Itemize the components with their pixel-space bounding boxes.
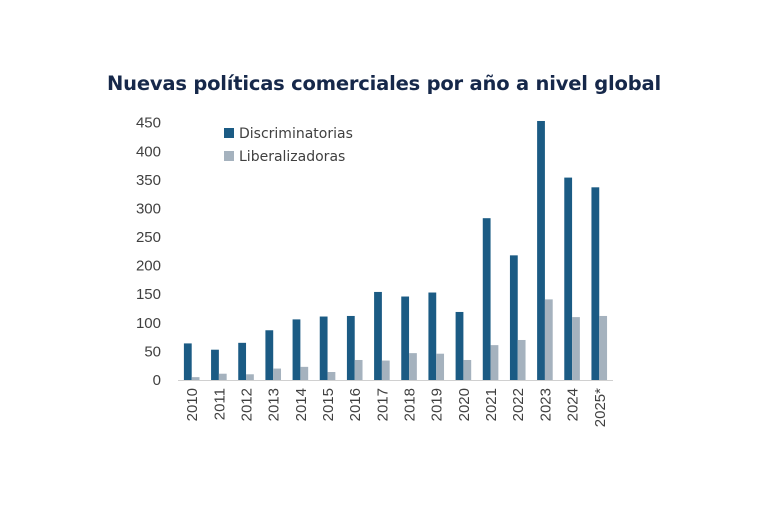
x-tick-label: 2021 — [483, 388, 500, 421]
x-tick-label: 2017 — [374, 388, 391, 421]
x-tick-label: 2023 — [537, 388, 554, 421]
y-tick-label: 250 — [136, 229, 161, 246]
legend-swatch-discriminatorias — [224, 128, 234, 138]
bar-discriminatorias-2015 — [319, 316, 328, 380]
bar-discriminatorias-2013 — [265, 330, 274, 380]
bar-discriminatorias-2014 — [292, 319, 301, 380]
y-tick-label: 300 — [136, 200, 161, 217]
bar-liberalizadoras-2014 — [300, 366, 309, 380]
x-tick-label: 2019 — [429, 388, 446, 421]
y-tick-label: 50 — [144, 343, 161, 360]
bar-liberalizadoras-2024 — [572, 317, 580, 380]
x-tick-label: 2024 — [565, 388, 582, 421]
bar-discriminatorias-2018 — [401, 296, 410, 380]
x-tick-label: 2014 — [293, 388, 310, 421]
x-tick-label: 2011 — [211, 388, 228, 420]
legend: Discriminatorias Liberalizadoras — [224, 126, 353, 165]
x-tick-label: 2015 — [320, 388, 337, 421]
bar-liberalizadoras-2019 — [436, 353, 445, 380]
bar-liberalizadoras-2015 — [327, 372, 336, 380]
bars — [183, 120, 608, 380]
bar-discriminatorias-2010 — [183, 343, 192, 380]
legend-swatch-liberalizadoras — [224, 151, 234, 161]
bar-liberalizadoras-2013 — [273, 368, 282, 380]
bar-liberalizadoras-2012 — [246, 374, 254, 380]
chart-title: Nuevas políticas comerciales por año a n… — [107, 72, 661, 95]
legend-label-discriminatorias: Discriminatorias — [239, 126, 353, 142]
bar-liberalizadoras-2017 — [381, 360, 390, 380]
bar-discriminatorias-2022 — [509, 255, 518, 380]
bar-discriminatorias-2021 — [482, 218, 491, 380]
bar-liberalizadoras-2021 — [490, 345, 499, 380]
y-tick-label: 400 — [136, 143, 161, 160]
bar-liberalizadoras-2022 — [517, 339, 526, 380]
y-tick-label: 100 — [136, 315, 161, 332]
bar-discriminatorias-2011 — [211, 349, 219, 380]
x-tick-label: 2020 — [456, 388, 473, 421]
bar-discriminatorias-2016 — [346, 315, 355, 380]
bar-discriminatorias-2017 — [374, 291, 382, 380]
x-tick-label: 2010 — [184, 388, 201, 421]
bar-discriminatorias-2025 — [591, 187, 600, 380]
x-tick-label: 2025* — [592, 388, 609, 427]
y-tick-label: 200 — [136, 258, 161, 275]
x-tick-label: 2018 — [402, 388, 419, 421]
bar-discriminatorias-2023 — [537, 120, 545, 380]
legend-label-liberalizadoras: Liberalizadoras — [239, 149, 345, 165]
x-tick-label: 2013 — [266, 388, 283, 421]
bar-liberalizadoras-2025 — [599, 315, 608, 380]
y-tick-label: 150 — [136, 286, 161, 303]
bar-discriminatorias-2019 — [428, 292, 437, 380]
x-axis: 2010 2011 2012 2013 2014 2015 2016 2017 2018 2019… — [184, 388, 609, 427]
y-tick-label: 350 — [136, 172, 161, 189]
bar-liberalizadoras-2011 — [218, 373, 227, 380]
bar-liberalizadoras-2020 — [463, 359, 472, 380]
bar-liberalizadoras-2010 — [191, 377, 200, 380]
bar-liberalizadoras-2016 — [354, 359, 363, 380]
bar-discriminatorias-2012 — [238, 342, 247, 380]
y-tick-label: 450 — [136, 115, 161, 132]
bar-liberalizadoras-2023 — [544, 299, 553, 380]
x-tick-label: 2022 — [510, 388, 527, 421]
x-tick-label: 2012 — [239, 388, 256, 421]
y-tick-label: 0 — [153, 372, 161, 389]
bar-liberalizadoras-2018 — [409, 353, 417, 380]
bar-discriminatorias-2024 — [564, 177, 573, 380]
bar-discriminatorias-2020 — [455, 311, 464, 380]
y-axis: 0 50 100 150 200 250 300 350 400 450 — [136, 115, 161, 389]
x-tick-label: 2016 — [347, 388, 364, 421]
